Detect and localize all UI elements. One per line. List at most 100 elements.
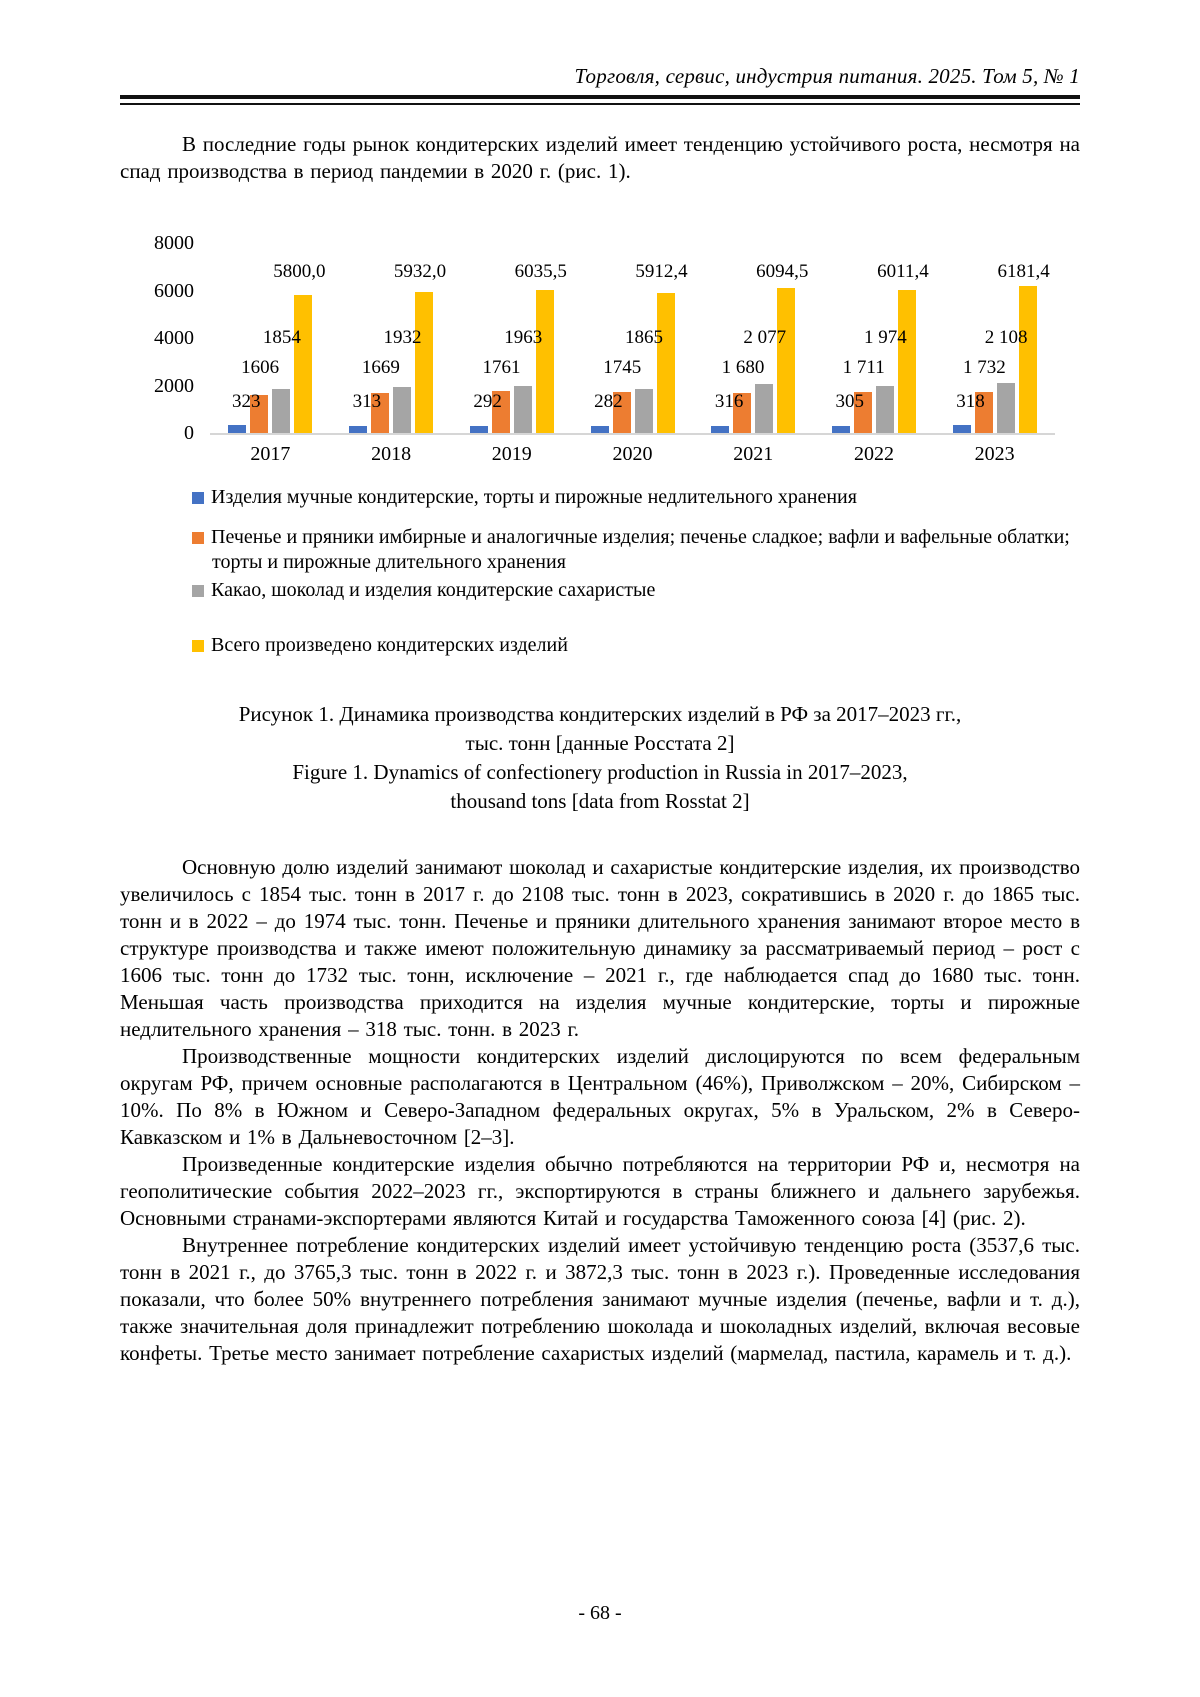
bar-2019-series4 [535, 289, 554, 433]
bar-2017-series1 [228, 425, 247, 433]
bar-2021-series1 [711, 425, 730, 433]
bar-value-label: 1932 [383, 327, 422, 348]
x-tick-label: 2019 [491, 443, 532, 465]
bar-value-label: 305 [835, 391, 865, 412]
chart-group-2019: 292 1761 1963 6035,5 [451, 243, 572, 433]
legend-label: Печенье и пряники имбирные и аналогичные… [211, 526, 1070, 573]
bar-2018-series3 [393, 387, 412, 433]
bar-cluster [590, 292, 675, 433]
bar-2018-series4 [415, 292, 434, 433]
bar-2020-series2 [612, 391, 631, 433]
bar-value-label: 313 [352, 391, 382, 412]
bar-value-label: 316 [714, 391, 744, 412]
chart-group-2020: 282 1745 1865 5912,4 [572, 243, 693, 433]
bar-value-label: 6094,5 [756, 261, 809, 282]
bar-value-label: 2 077 [743, 327, 787, 348]
legend-label: Всего произведено кондитерских изделий [211, 634, 568, 656]
bar-cluster [349, 292, 434, 433]
bar-2020-series3 [634, 388, 653, 433]
bar-2023-series3 [996, 382, 1015, 433]
bar-2019-series2 [491, 391, 510, 433]
paragraph-capacities: Производственные мощности кондитерских и… [120, 1044, 1080, 1149]
caption-en-line1: Figure 1. Dynamics of confectionery prod… [292, 760, 908, 784]
bar-value-label: 318 [956, 391, 985, 412]
bar-value-label: 1745 [603, 357, 642, 378]
bar-value-label: 1761 [482, 357, 521, 378]
legend-item-cocoa-chocolate: Какао, шоколад и изделия кондитерские са… [192, 578, 1092, 603]
bar-value-label: 1963 [504, 327, 543, 348]
bar-cluster [469, 289, 554, 433]
bar-2018-series2 [371, 393, 390, 433]
journal-title: Торговля, сервис, индустрия питания. 202… [574, 64, 1080, 88]
page-number: - 68 - [578, 1602, 622, 1624]
bar-2021-series4 [777, 288, 796, 433]
chart-legend: Изделия мучные кондитерские, торты и пир… [192, 485, 1092, 658]
chart-y-axis: 8000 6000 4000 2000 0 [142, 233, 194, 443]
bar-cluster [711, 288, 796, 433]
legend-swatch-gray [192, 585, 204, 597]
bar-value-label: 5912,4 [635, 261, 688, 282]
bar-2023-series2 [974, 391, 993, 433]
bar-value-label: 1606 [241, 357, 280, 378]
paragraph-consumption: Внутреннее потребление кондитерских изде… [120, 1233, 1080, 1365]
bar-value-label: 1 974 [864, 327, 907, 348]
bar-value-label: 282 [594, 391, 623, 412]
bar-value-label: 1 680 [721, 357, 765, 378]
bar-value-label: 2 108 [984, 327, 1028, 348]
x-tick-label: 2020 [612, 443, 653, 465]
bar-value-label: 1865 [624, 327, 663, 348]
y-tick-label: 4000 [154, 327, 194, 349]
x-tick-label: 2018 [371, 443, 412, 465]
bar-cluster [952, 286, 1037, 433]
chart-plot-area: 323 1606 1854 5800,0 313 1669 1932 5932,0 292 176… [210, 243, 1055, 435]
bar-2020-series4 [656, 292, 675, 433]
bar-value-label: 1 732 [963, 357, 1006, 378]
bar-value-label: 1669 [361, 357, 400, 378]
paragraph-structure: Основную долю изделий занимают шоколад и… [120, 855, 1080, 1041]
bar-2021-series2 [733, 393, 752, 433]
bar-2020-series1 [590, 426, 609, 433]
figure-caption: Рисунок 1. Динамика производства кондите… [120, 700, 1080, 816]
journal-header: Торговля, сервис, индустрия питания. 202… [120, 64, 1080, 105]
caption-en-line2: thousand tons [data from Rosstat 2] [450, 789, 750, 813]
legend-label: Изделия мучные кондитерские, торты и пир… [211, 486, 857, 508]
chart-x-axis: 2017 2018 2019 2020 2021 2022 2023 [210, 443, 1055, 466]
bar-value-label: 6011,4 [877, 261, 929, 282]
bar-2023-series4 [1018, 286, 1037, 433]
paragraph-export: Произведенные кондитерские изделия обычн… [120, 1152, 1080, 1230]
chart-group-2018: 313 1669 1932 5932,0 [331, 243, 452, 433]
chart-group-2021: 316 1 680 2 077 6094,5 [693, 243, 814, 433]
legend-item-total: Всего произведено кондитерских изделий [192, 633, 1092, 658]
x-tick-label: 2021 [733, 443, 774, 465]
bar-value-label: 5800,0 [273, 261, 326, 282]
bar-value-label: 5932,0 [393, 261, 447, 282]
legend-item-flour-products: Изделия мучные кондитерские, торты и пир… [192, 485, 1092, 510]
legend-label: Какао, шоколад и изделия кондитерские са… [211, 579, 656, 601]
y-tick-label: 8000 [154, 232, 194, 254]
bar-value-label: 6035,5 [514, 261, 567, 282]
x-tick-label: 2017 [250, 443, 291, 465]
bar-2017-series3 [272, 389, 291, 433]
header-rule [120, 95, 1080, 105]
bar-2017-series2 [250, 394, 269, 433]
bar-2019-series1 [469, 426, 488, 433]
y-tick-label: 0 [184, 422, 194, 444]
bar-2022-series4 [897, 290, 916, 433]
bar-value-label: 323 [231, 391, 261, 412]
x-tick-label: 2023 [974, 443, 1015, 465]
legend-swatch-yellow [192, 640, 204, 652]
bar-2018-series1 [349, 425, 368, 433]
bar-value-label: 1 711 [842, 357, 885, 378]
legend-item-cookies-gingerbread: Печенье и пряники имбирные и аналогичные… [192, 525, 1092, 575]
bar-2022-series2 [853, 392, 872, 433]
legend-swatch-orange [192, 532, 204, 544]
bar-cluster [831, 290, 916, 433]
bar-value-label: 292 [473, 391, 502, 412]
bar-2021-series3 [755, 383, 774, 433]
legend-swatch-blue [192, 492, 204, 504]
bar-2023-series1 [952, 425, 971, 433]
bar-value-label: 1854 [262, 327, 301, 348]
bar-value-label: 6181,4 [997, 261, 1050, 282]
x-tick-label: 2022 [853, 443, 894, 465]
